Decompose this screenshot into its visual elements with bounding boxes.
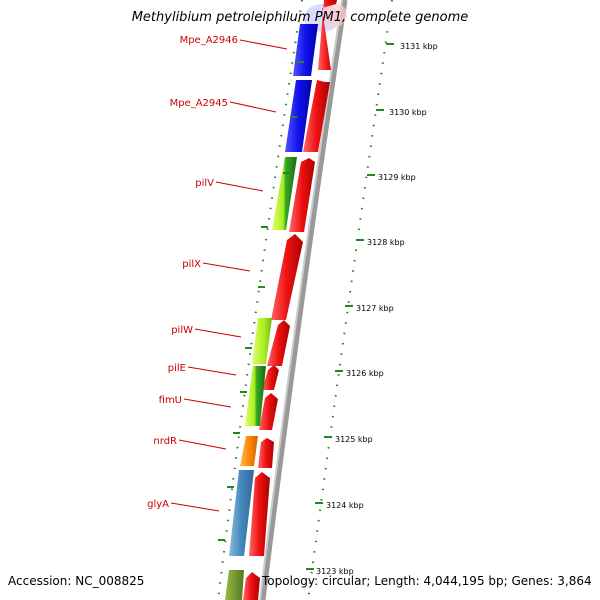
gene-label: nrdR xyxy=(153,436,177,447)
gene-block-fwd-2 xyxy=(303,80,330,152)
forward-strand-genes xyxy=(243,0,337,600)
gene-block-fwd-4 xyxy=(271,234,303,320)
gene-block-rev-3 xyxy=(272,157,297,230)
gene-block-fwd-8 xyxy=(258,438,274,468)
outer-dotted-ruler xyxy=(307,0,393,600)
kbp-labels: 3131 kbp 3130 kbp 3129 kbp 3128 kbp 3127… xyxy=(316,42,438,576)
gene-block-fwd-10 xyxy=(243,572,260,600)
kbp-label: 3126 kbp xyxy=(346,369,384,378)
gene-label: fimU xyxy=(159,395,182,406)
inner-dotted-ruler xyxy=(217,0,303,600)
gene-block-rev-2 xyxy=(285,80,312,152)
gene-block-rev-7 xyxy=(229,470,254,556)
kbp-label: 3131 kbp xyxy=(400,42,438,51)
kbp-label: 3127 kbp xyxy=(356,304,394,313)
gene-label: pilW xyxy=(171,325,193,336)
map-title: Methylibium petroleiphilum PM1, complete… xyxy=(131,10,469,25)
gene-block-fwd-3 xyxy=(289,158,315,232)
kbp-label: 3125 kbp xyxy=(335,435,373,444)
gene-label: glyA xyxy=(147,499,169,510)
gene-block-rev-5 xyxy=(245,366,266,426)
outer-ruler-ticks xyxy=(306,43,394,570)
kbp-label: 3123 kbp xyxy=(316,567,354,576)
gene-block-fwd-7 xyxy=(259,393,278,430)
kbp-label: 3128 kbp xyxy=(367,238,405,247)
gene-label: pilE xyxy=(168,363,186,374)
topology-text: Topology: circular; Length: 4,044,195 bp… xyxy=(262,574,592,588)
kbp-label: 3129 kbp xyxy=(378,173,416,182)
backbone-line xyxy=(260,0,348,600)
gene-block-fwd-9 xyxy=(249,472,270,556)
gene-block-rev-6 xyxy=(240,436,258,466)
gene-block-fwd-6 xyxy=(262,365,279,390)
gene-block-rev-8 xyxy=(225,570,244,600)
gene-block-rev-4 xyxy=(252,318,272,364)
kbp-label: 3124 kbp xyxy=(326,501,364,510)
gene-label: pilX xyxy=(182,259,201,270)
gene-label: pilV xyxy=(195,178,214,189)
inner-ruler-ticks xyxy=(218,61,304,541)
gene-label: Mpe_A2946 xyxy=(180,35,238,46)
gene-block-fwd-1 xyxy=(318,0,337,70)
gene-labels: Mpe_A2946 Mpe_A2945 pilV pilX pilW pilE … xyxy=(147,35,288,512)
gene-block-fwd-5 xyxy=(267,320,290,366)
gene-label: Mpe_A2945 xyxy=(170,98,228,109)
kbp-label: 3130 kbp xyxy=(389,108,427,117)
reverse-strand-genes xyxy=(225,24,318,600)
accession-text: Accession: NC_008825 xyxy=(8,574,145,588)
